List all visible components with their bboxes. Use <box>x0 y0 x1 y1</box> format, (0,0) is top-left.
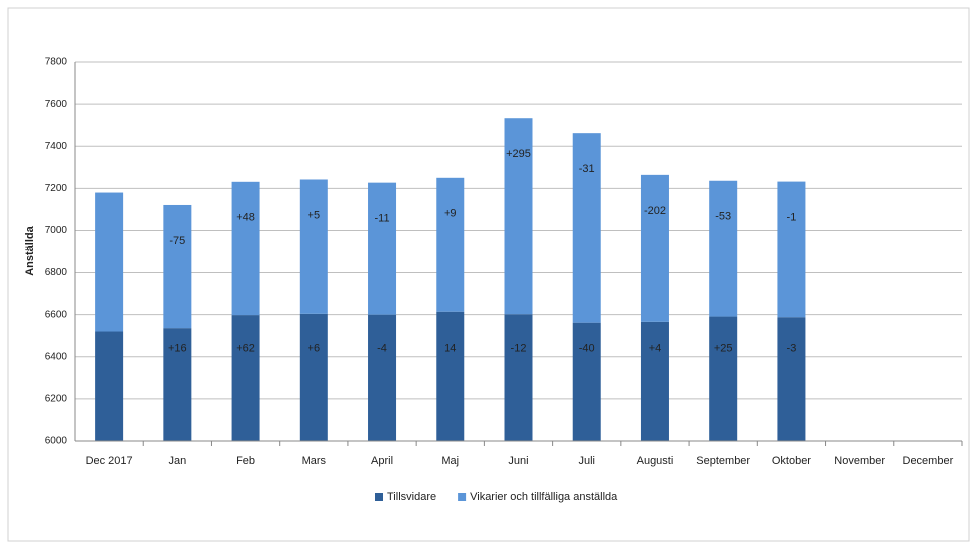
bar-segment <box>777 317 806 441</box>
bar-segment <box>436 177 465 312</box>
x-tick-label: Juni <box>508 455 528 467</box>
change-label: -40 <box>579 342 595 354</box>
chart-frame <box>7 7 970 542</box>
bar-segment <box>777 181 806 318</box>
y-tick-label: 7200 <box>45 183 68 194</box>
bar-segment <box>299 313 328 441</box>
bar-segment <box>231 181 260 316</box>
x-tick-label: Oktober <box>772 455 811 467</box>
change-label: +62 <box>236 342 255 354</box>
x-tick-label: December <box>903 455 954 467</box>
change-label: 14 <box>444 342 456 354</box>
x-tick-label: November <box>834 455 885 467</box>
legend-swatch <box>458 493 467 501</box>
change-label: -4 <box>377 342 387 354</box>
bar-segment <box>95 331 124 441</box>
bar-segment <box>504 314 533 441</box>
change-label: -12 <box>511 342 527 354</box>
x-tick-label: Maj <box>441 455 459 467</box>
change-label: +5 <box>308 209 321 221</box>
bar-segment <box>231 315 260 441</box>
bar-segment <box>640 321 669 441</box>
bar-segment <box>163 328 192 441</box>
bar-segment <box>163 204 192 329</box>
y-tick-label: 6600 <box>45 309 68 320</box>
y-tick-label: 7600 <box>45 99 68 110</box>
bar-segment <box>504 118 533 315</box>
y-tick-label: 6800 <box>45 267 68 278</box>
bar-segment <box>640 174 669 322</box>
x-tick-label: Augusti <box>637 455 674 467</box>
bar-segment <box>436 311 465 441</box>
bar-segment <box>572 322 601 441</box>
bar-segment <box>572 133 601 323</box>
bar-segment <box>368 182 397 315</box>
x-tick-label: September <box>696 455 750 467</box>
change-label: -31 <box>579 163 595 175</box>
y-tick-label: 7000 <box>45 225 68 236</box>
change-label: +9 <box>444 208 457 220</box>
bar-segment <box>368 314 397 441</box>
legend-label: Vikarier och tillfälliga anställda <box>470 491 618 503</box>
bar-segment <box>709 180 738 317</box>
change-label: +16 <box>168 342 187 354</box>
change-label: +295 <box>506 148 531 160</box>
bar-segment <box>95 192 124 332</box>
y-axis-label: Anställda <box>24 225 36 275</box>
change-label: -1 <box>787 212 797 224</box>
y-tick-label: 6400 <box>45 351 68 362</box>
change-label: -53 <box>715 211 731 223</box>
x-tick-label: April <box>371 455 393 467</box>
x-tick-label: Mars <box>302 455 327 467</box>
x-tick-label: Dec 2017 <box>86 455 133 467</box>
legend-swatch <box>375 493 383 501</box>
x-tick-label: Feb <box>236 455 255 467</box>
change-label: -11 <box>374 213 389 225</box>
change-label: +6 <box>308 342 321 354</box>
change-label: +4 <box>649 342 662 354</box>
x-tick-label: Jan <box>168 455 186 467</box>
bar-segment <box>709 316 738 441</box>
change-label: -75 <box>169 235 185 247</box>
legend-label: Tillsvidare <box>387 491 436 503</box>
y-tick-label: 7400 <box>45 141 68 152</box>
change-label: -3 <box>787 342 797 354</box>
change-label: -202 <box>644 205 666 217</box>
y-tick-label: 7800 <box>45 57 68 68</box>
x-tick-label: Juli <box>578 455 595 467</box>
change-label: +48 <box>236 212 255 224</box>
y-tick-label: 6000 <box>45 436 68 447</box>
bar-segment <box>299 179 328 314</box>
change-label: +25 <box>714 342 733 354</box>
y-tick-label: 6200 <box>45 394 68 405</box>
